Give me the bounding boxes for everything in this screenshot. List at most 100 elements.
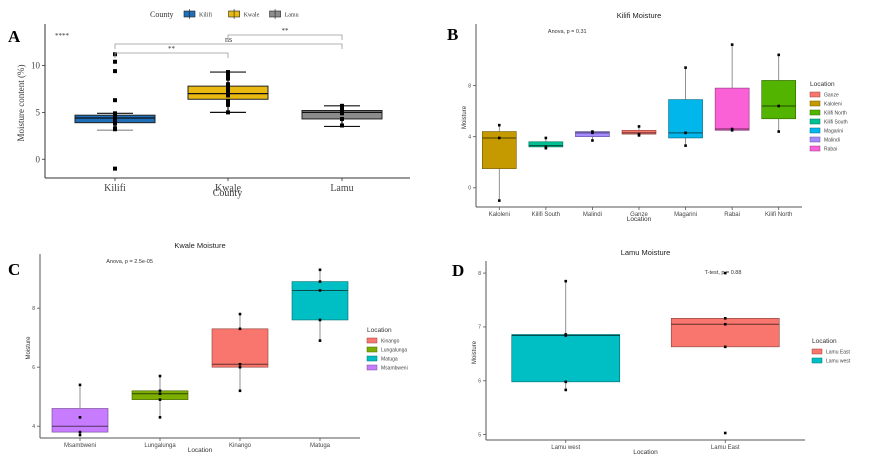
box-kinango: Kinango bbox=[211, 312, 269, 449]
legend-label: Kilifi North bbox=[824, 111, 847, 117]
data-point bbox=[226, 70, 230, 75]
x-axis-label: County bbox=[213, 188, 242, 199]
x-tick-label: Kinango bbox=[229, 443, 252, 449]
x-tick-label: Magarini bbox=[674, 212, 697, 218]
stat-annotation: Anova, p = 0.31 bbox=[548, 29, 587, 35]
legend-label: Ganze bbox=[824, 93, 839, 99]
data-point bbox=[78, 383, 82, 387]
data-point bbox=[238, 312, 242, 316]
legend-swatch bbox=[809, 136, 821, 143]
box-lamu: Lamu bbox=[301, 103, 383, 194]
x-tick-label: Kilifi bbox=[104, 183, 126, 194]
data-point bbox=[78, 430, 82, 434]
legend-label: Malindi bbox=[824, 138, 840, 144]
box-kilifi-north: Kilifi North bbox=[761, 53, 797, 218]
box-msambweni: Msambweni bbox=[51, 383, 109, 449]
significance-bracket bbox=[227, 34, 343, 40]
legend-swatch bbox=[809, 127, 821, 134]
box-malindi: Malindi bbox=[575, 130, 610, 218]
data-point bbox=[684, 131, 687, 135]
data-point bbox=[340, 116, 344, 121]
data-point bbox=[564, 279, 568, 283]
data-point bbox=[113, 127, 117, 132]
x-tick-label: Malindi bbox=[583, 212, 602, 218]
chart-title: Kilifi Moisture bbox=[617, 11, 662, 20]
data-point bbox=[723, 322, 727, 326]
legend-swatch bbox=[809, 91, 821, 98]
y-tick-label: 7 bbox=[478, 325, 481, 331]
data-point bbox=[318, 268, 322, 272]
legend: County Kilifi Kwale Lamu bbox=[150, 9, 299, 19]
significance-label: ns bbox=[225, 35, 232, 44]
legend-title: Location bbox=[810, 81, 835, 88]
data-point bbox=[226, 93, 230, 98]
data-point bbox=[564, 388, 568, 392]
data-point bbox=[226, 72, 230, 77]
panel-letter: B bbox=[447, 25, 458, 44]
data-point bbox=[238, 389, 242, 393]
x-tick-label: Kilifi South bbox=[532, 212, 560, 218]
legend-swatch bbox=[811, 348, 823, 355]
data-point bbox=[544, 146, 548, 150]
y-tick-label: 6 bbox=[478, 379, 481, 385]
y-tick-label: 8 bbox=[468, 83, 471, 89]
x-tick-label: Ganze bbox=[630, 212, 648, 218]
data-point bbox=[226, 82, 230, 87]
legend-title: County bbox=[150, 10, 174, 19]
y-tick-label: 5 bbox=[36, 108, 41, 118]
legend-label: Kilifi bbox=[199, 12, 212, 19]
data-point bbox=[226, 110, 230, 115]
x-axis-label: Location bbox=[627, 216, 652, 223]
data-point bbox=[158, 416, 162, 419]
x-tick-label: Matuga bbox=[310, 443, 331, 449]
data-point bbox=[226, 85, 230, 90]
x-tick-label: Kwale bbox=[215, 183, 242, 194]
global-significance: **** bbox=[55, 32, 70, 40]
box-lamu-east: Lamu East bbox=[670, 271, 780, 451]
data-point bbox=[158, 389, 162, 393]
data-point bbox=[637, 125, 641, 128]
data-point bbox=[158, 374, 162, 378]
box-iqr bbox=[51, 408, 109, 433]
y-tick-label: 0 bbox=[36, 154, 41, 164]
box-ganze: Ganze bbox=[621, 125, 657, 218]
significance-label: ** bbox=[168, 45, 176, 53]
x-tick-label: Lamu west bbox=[551, 445, 580, 451]
y-tick-label: 4 bbox=[468, 134, 471, 140]
panel-letter: C bbox=[8, 260, 20, 279]
legend-label: Lamu west bbox=[826, 359, 851, 365]
legend-title: Location bbox=[367, 327, 392, 334]
legend-label: Lamu bbox=[285, 13, 299, 19]
data-point bbox=[730, 128, 734, 132]
data-point bbox=[564, 334, 568, 337]
significance-label: ** bbox=[282, 27, 290, 35]
y-tick-label: 4 bbox=[32, 424, 35, 430]
panel-d: D 5 6 7 8 Moisture Location Lamu Moisture T-test… bbox=[452, 248, 851, 456]
y-axis-label: Moisture bbox=[472, 340, 478, 364]
data-point bbox=[226, 76, 230, 81]
legend-swatch bbox=[809, 109, 821, 116]
data-point bbox=[723, 431, 727, 435]
data-point bbox=[238, 327, 242, 331]
data-point bbox=[544, 136, 548, 140]
stat-annotation: T-test, p = 0.88 bbox=[705, 270, 742, 276]
box-kilifi: Kilifi bbox=[74, 52, 156, 194]
data-point bbox=[158, 392, 162, 396]
chart-title: Kwale Moisture bbox=[174, 241, 225, 250]
box-rabai: Rabai bbox=[714, 43, 750, 218]
box-magarini: Magarini bbox=[668, 66, 703, 218]
legend-swatch bbox=[366, 355, 378, 362]
data-point bbox=[564, 380, 568, 384]
y-tick-label: 0 bbox=[468, 186, 471, 192]
data-point bbox=[591, 139, 594, 142]
data-point bbox=[113, 111, 117, 116]
x-tick-label: Rabai bbox=[724, 212, 740, 218]
y-tick-label: 8 bbox=[478, 271, 481, 277]
x-tick-label: Msambweni bbox=[64, 443, 96, 449]
y-tick-label: 6 bbox=[32, 365, 35, 371]
data-point bbox=[113, 69, 117, 74]
box-lamu-west: Lamu west bbox=[511, 279, 621, 451]
legend-label: Kilifi South bbox=[824, 120, 848, 126]
y-tick-label: 10 bbox=[31, 61, 41, 71]
